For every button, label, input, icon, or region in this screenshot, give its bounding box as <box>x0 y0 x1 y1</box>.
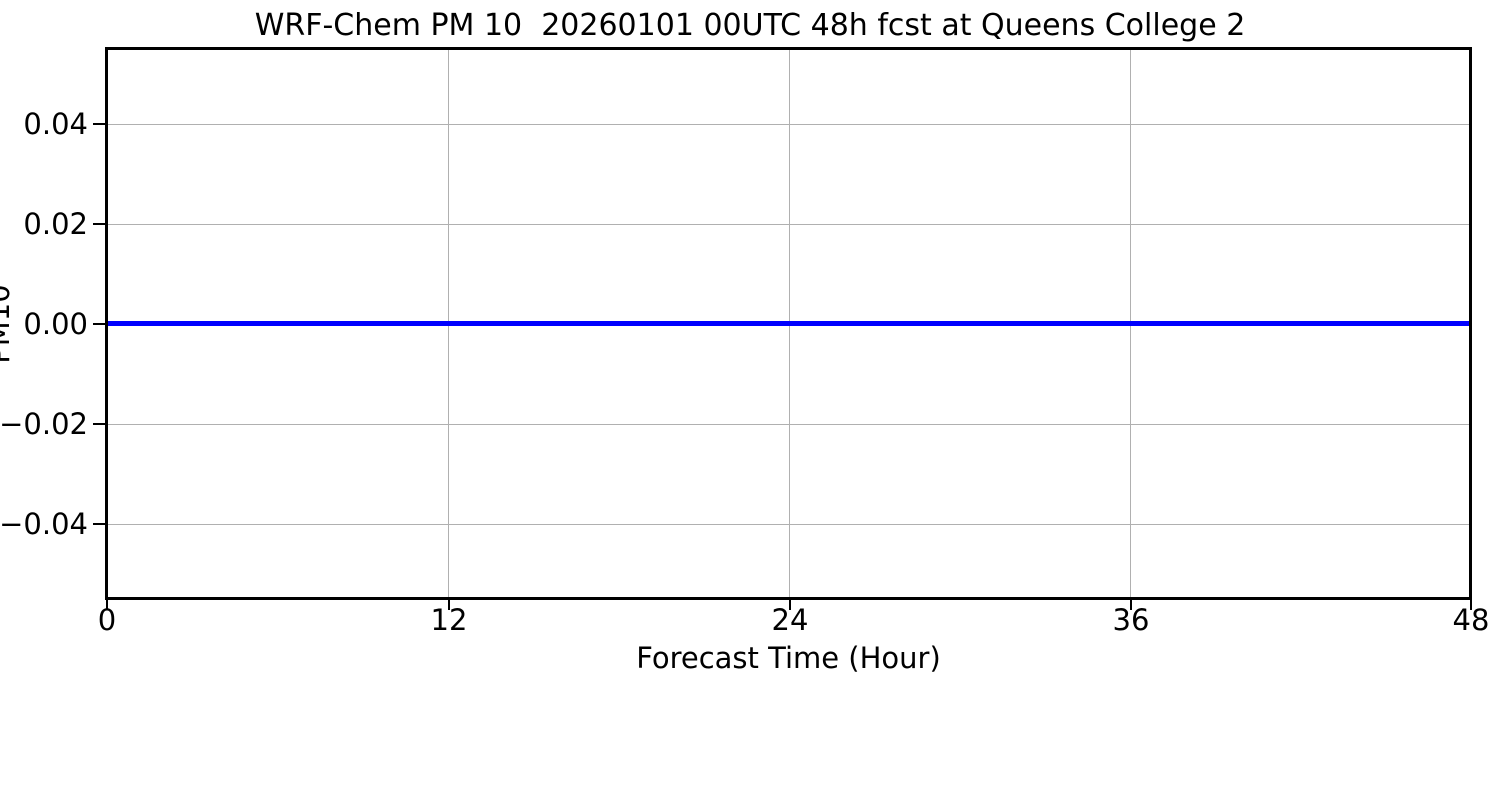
ytick-label--0.02: −0.02 <box>0 407 88 441</box>
xtick-label-12: 12 <box>430 603 468 637</box>
series-line-pm10 <box>108 321 1469 326</box>
xtick-label-24: 24 <box>771 603 809 637</box>
xtick-mark-12 <box>448 600 450 610</box>
chart-title: WRF-Chem PM 10 20260101 00UTC 48h fcst a… <box>254 8 1246 43</box>
xtick-label-36: 36 <box>1112 603 1150 637</box>
ytick-label--0.04: −0.04 <box>0 507 88 541</box>
ytick-mark-0.04 <box>93 123 105 125</box>
gridline-y--0.04 <box>108 524 1469 525</box>
plot-area <box>105 47 1472 600</box>
ytick-label-0.02: 0.02 <box>23 207 88 241</box>
x-axis-label: Forecast Time (Hour) <box>636 641 941 675</box>
xtick-mark-0 <box>106 600 108 610</box>
xtick-mark-48 <box>1470 600 1472 610</box>
xtick-label-0: 0 <box>97 603 117 637</box>
xtick-mark-24 <box>789 600 791 610</box>
xtick-mark-36 <box>1130 600 1132 610</box>
gridline-y-0.02 <box>108 224 1469 225</box>
xtick-label-48: 48 <box>1452 603 1490 637</box>
ytick-mark-0.02 <box>93 223 105 225</box>
ytick-label-0.00: 0.00 <box>23 307 88 341</box>
gridline-y-0.04 <box>108 124 1469 125</box>
ytick-mark--0.04 <box>93 523 105 525</box>
ytick-mark--0.02 <box>93 423 105 425</box>
ytick-mark-0.00 <box>93 323 105 325</box>
ytick-label-0.04: 0.04 <box>23 107 88 141</box>
gridline-y--0.02 <box>108 424 1469 425</box>
